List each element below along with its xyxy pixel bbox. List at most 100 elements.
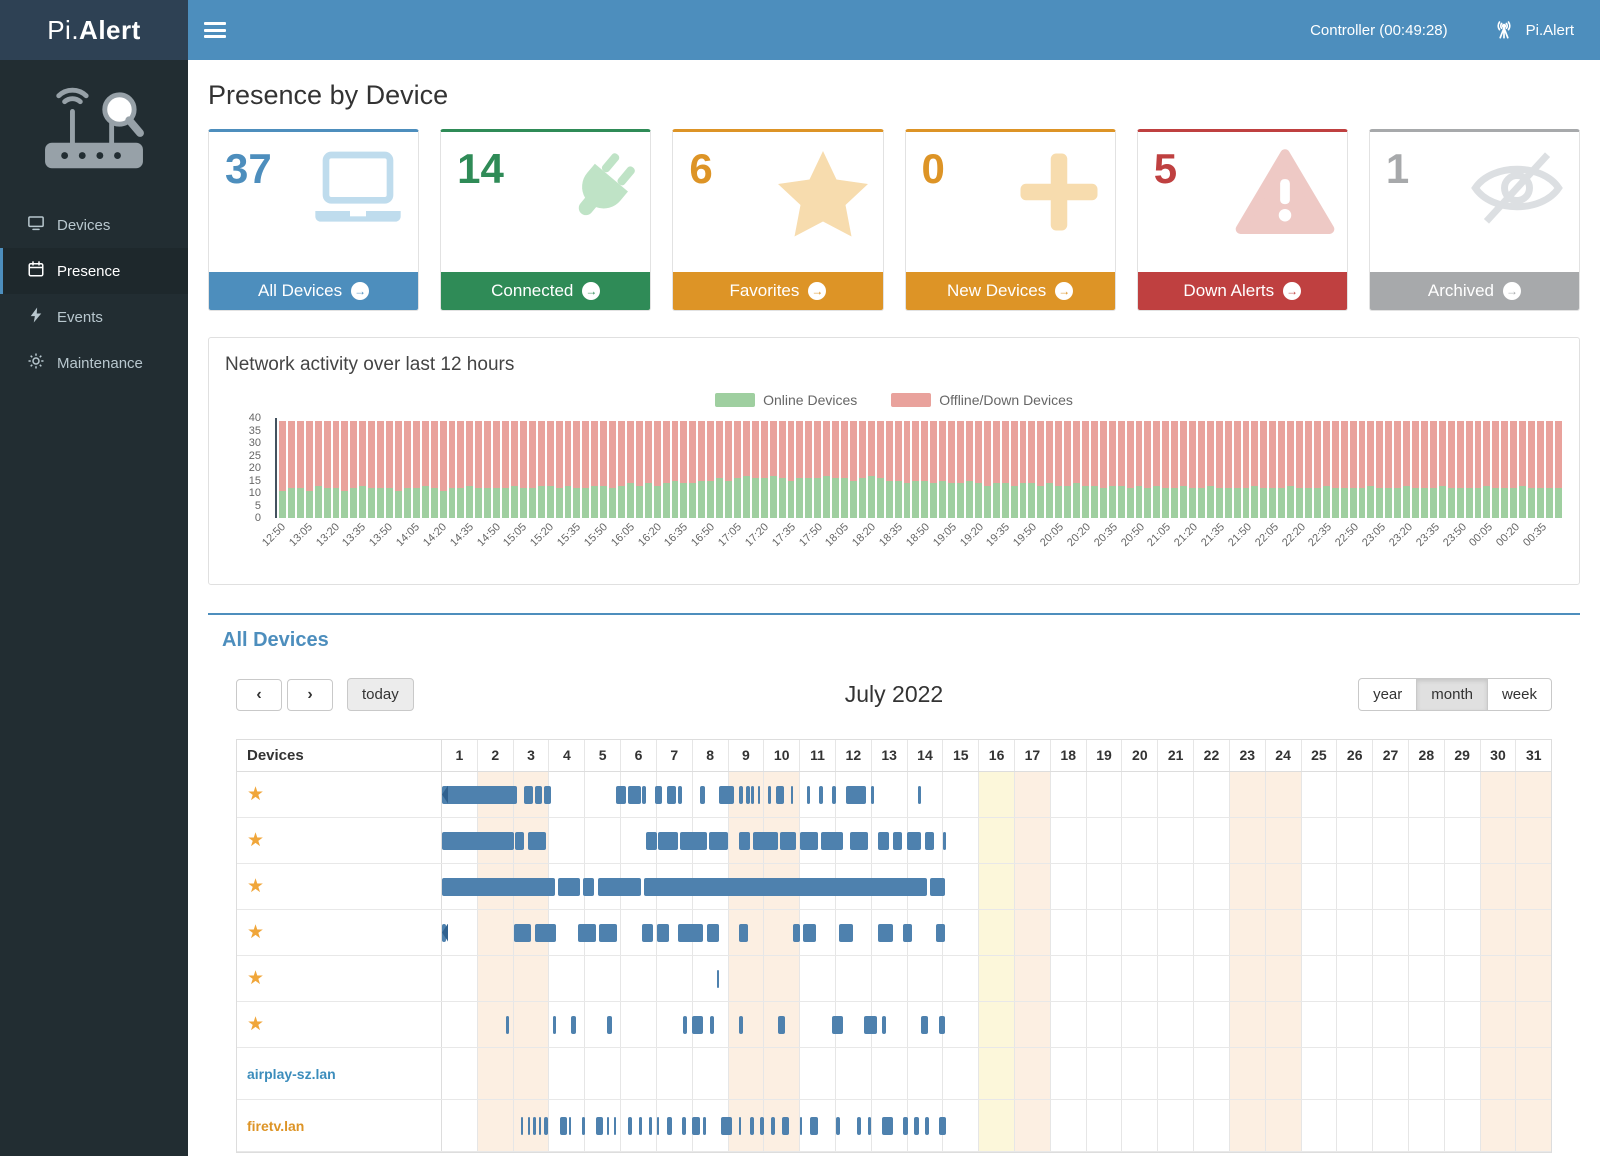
calendar-today-button[interactable]: today bbox=[347, 678, 414, 711]
presence-event-bar bbox=[776, 785, 784, 804]
calendar-day-cell bbox=[1193, 1100, 1229, 1151]
chart-bar bbox=[832, 420, 840, 518]
calendar-day-cell bbox=[1479, 1100, 1516, 1151]
chart-x-tick-label: 18:20 bbox=[850, 521, 879, 549]
stat-link-label: Archived bbox=[1427, 281, 1495, 300]
stat-cards-row: 37 All Devices → 14 Connected → 6 Favorites → 0 Ne… bbox=[208, 129, 1581, 311]
presence-event-bar bbox=[656, 1116, 660, 1135]
calendar-day-cell bbox=[1049, 864, 1086, 909]
stat-card-body: 1 bbox=[1370, 132, 1579, 272]
presence-event-bar bbox=[642, 785, 646, 804]
chart-bar bbox=[1465, 420, 1473, 518]
stat-link-all-devices[interactable]: All Devices → bbox=[209, 272, 419, 310]
app-logo[interactable]: Pi. Alert bbox=[0, 0, 188, 60]
calendar-section-title: All Devices bbox=[222, 629, 329, 651]
stat-link-connected[interactable]: Connected → bbox=[441, 272, 651, 310]
calendar-day-cell bbox=[1157, 1048, 1193, 1099]
presence-event-bar bbox=[524, 785, 534, 804]
calendar-day-cell bbox=[1085, 910, 1122, 955]
presence-event-bar bbox=[568, 1116, 572, 1135]
stat-link-favorites[interactable]: Favorites → bbox=[673, 272, 883, 310]
calendar-day-header: 27 bbox=[1372, 740, 1408, 771]
chart-bar bbox=[930, 420, 938, 518]
chart-x-tick-label: 14:20 bbox=[421, 521, 449, 549]
chart-bar bbox=[769, 420, 777, 518]
chart-bar bbox=[1117, 420, 1125, 518]
legend-offline[interactable]: Offline/Down Devices bbox=[891, 392, 1073, 408]
arrow-circle-right-icon: → bbox=[1503, 282, 1522, 300]
calendar-day-cell bbox=[1443, 864, 1480, 909]
calendar-day-cell bbox=[1443, 772, 1480, 817]
device-row-label: firetv.lan bbox=[237, 1100, 442, 1151]
monitor-icon bbox=[27, 214, 45, 236]
chart-bar bbox=[466, 420, 474, 518]
menu-toggle-icon[interactable] bbox=[204, 22, 226, 38]
calendar-prev-button[interactable]: ‹ bbox=[236, 678, 282, 711]
presence-event-bar bbox=[882, 1116, 893, 1135]
presence-event-bar bbox=[615, 785, 627, 804]
chart-bar bbox=[1081, 420, 1089, 518]
calendar-day-header: 31 bbox=[1515, 740, 1551, 771]
presence-event-bar bbox=[706, 923, 720, 942]
chart-x-tick-label: 20:20 bbox=[1065, 521, 1093, 549]
device-presence-timeline bbox=[442, 956, 1552, 1001]
chart-bar bbox=[1099, 420, 1107, 518]
chart-bar bbox=[1367, 420, 1375, 518]
calendar-day-cell bbox=[655, 1100, 692, 1151]
calendar-day-cell bbox=[799, 818, 835, 863]
device-link-airplay-sz-lan[interactable]: airplay-sz.lan bbox=[247, 1065, 336, 1082]
calendar-view-year-button[interactable]: year bbox=[1358, 678, 1418, 711]
sidebar-item-presence[interactable]: Presence bbox=[0, 248, 188, 294]
calendar-day-cell bbox=[1407, 1002, 1444, 1047]
chart-bar bbox=[341, 420, 349, 518]
chart-x-tick-label: 19:50 bbox=[1011, 521, 1040, 549]
calendar-day-cell bbox=[1479, 956, 1516, 1001]
sidebar-item-devices[interactable]: Devices bbox=[0, 202, 188, 248]
chart-bar bbox=[412, 420, 420, 518]
sidebar-item-maintenance[interactable]: Maintenance bbox=[0, 340, 188, 386]
calendar-day-cell bbox=[1121, 956, 1157, 1001]
chart-bar bbox=[475, 420, 483, 518]
chart-bar bbox=[618, 420, 625, 518]
chart-bar bbox=[1340, 420, 1348, 518]
calendar-view-month-button[interactable]: month bbox=[1416, 678, 1488, 711]
chart-bar bbox=[635, 420, 643, 518]
calendar-day-cell bbox=[763, 956, 800, 1001]
stat-card-all-devices: 37 All Devices → bbox=[208, 129, 420, 311]
topbar-brand-link[interactable]: Pi.Alert bbox=[1490, 17, 1574, 43]
calendar-day-cell bbox=[978, 1100, 1014, 1151]
chart-legend: Online Devices Offline/Down Devices bbox=[225, 392, 1563, 408]
calendar-view-week-button[interactable]: week bbox=[1486, 678, 1552, 711]
chart-bar bbox=[377, 420, 385, 518]
chart-bar bbox=[1215, 420, 1223, 518]
stat-link-down-alerts[interactable]: Down Alerts → bbox=[1137, 272, 1347, 310]
calendar-day-cell bbox=[620, 818, 656, 863]
arrow-circle-right-icon: → bbox=[351, 282, 370, 300]
chart-bar bbox=[1322, 420, 1330, 518]
chart-bar bbox=[742, 420, 750, 518]
legend-online[interactable]: Online Devices bbox=[715, 392, 857, 408]
calendar-day-cell bbox=[799, 1048, 835, 1099]
device-presence-timeline bbox=[442, 1002, 1552, 1047]
activity-panel: Network activity over last 12 hours Onli… bbox=[208, 337, 1580, 585]
presence-event-bar bbox=[942, 831, 947, 850]
chart-bar bbox=[850, 420, 857, 518]
presence-event-bar bbox=[914, 1116, 919, 1135]
device-link-firetv-lan[interactable]: firetv.lan bbox=[247, 1117, 305, 1134]
stat-link-archived[interactable]: Archived → bbox=[1369, 272, 1580, 310]
calendar-day-cell bbox=[548, 1100, 584, 1151]
chart-x-tick-label: 13:50 bbox=[367, 521, 396, 549]
stat-card-body: 37 bbox=[209, 132, 418, 272]
calendar-day-cell bbox=[906, 818, 943, 863]
sidebar-item-events[interactable]: Events bbox=[0, 294, 188, 340]
calendar-day-cell bbox=[799, 772, 835, 817]
calendar-day-cell bbox=[1479, 818, 1516, 863]
calendar-next-button[interactable]: › bbox=[287, 678, 333, 711]
calendar-day-cell bbox=[799, 1002, 835, 1047]
stat-link-new-devices[interactable]: New Devices → bbox=[905, 272, 1115, 310]
stat-value: 37 bbox=[225, 145, 272, 192]
presence-event-bar bbox=[751, 785, 754, 804]
calendar-day-cell bbox=[584, 818, 620, 863]
calendar-day-cell bbox=[1049, 956, 1086, 1001]
calendar-day-header: 19 bbox=[1085, 740, 1122, 771]
